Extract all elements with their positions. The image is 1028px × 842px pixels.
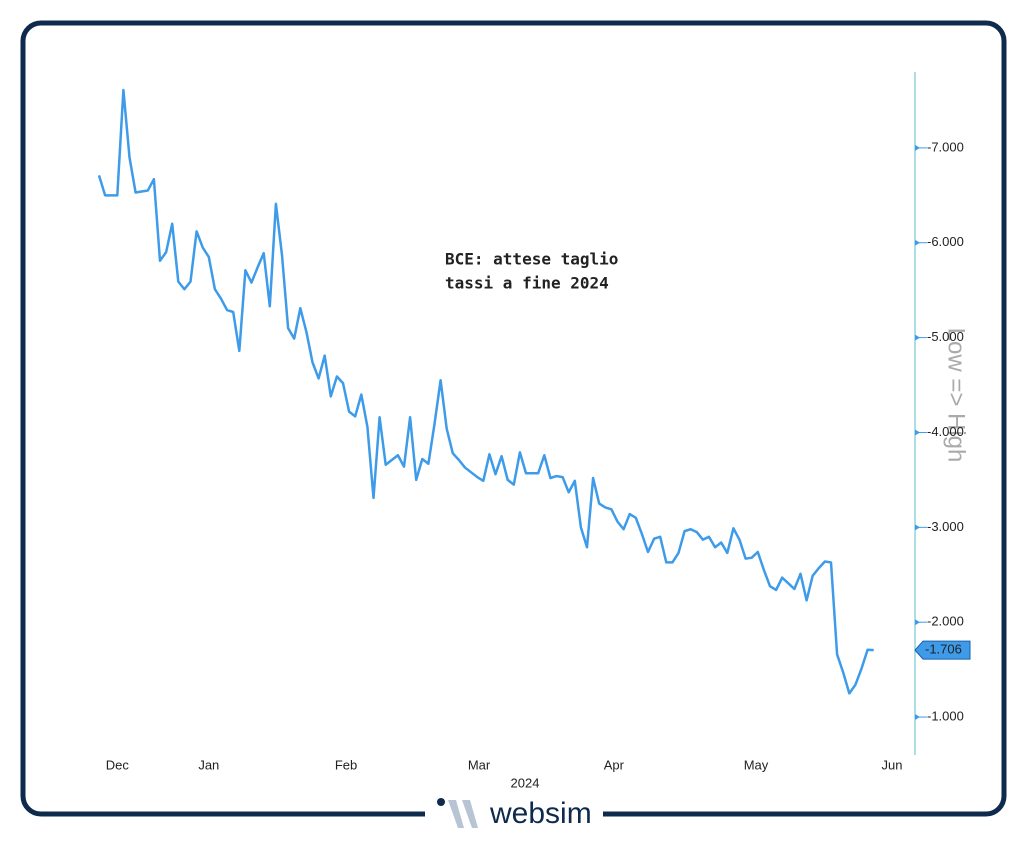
y-tick-label: -1.000 <box>927 708 964 723</box>
x-tick-label: Jan <box>198 757 219 772</box>
last-value-label: -1.706 <box>925 642 962 657</box>
logo-dot <box>437 798 445 806</box>
y-tick-label: -5.000 <box>927 329 964 344</box>
x-axis-label: 2024 <box>511 775 540 790</box>
y-tick <box>915 144 920 151</box>
logo-icon <box>448 800 478 828</box>
y-tick <box>915 619 920 626</box>
y-tick <box>915 429 920 436</box>
y-tick <box>915 239 920 246</box>
y-tick <box>915 714 920 721</box>
x-tick-label: Feb <box>335 757 357 772</box>
y-tick <box>915 334 920 341</box>
x-tick-label: Mar <box>468 757 491 772</box>
x-tick-label: May <box>744 757 769 772</box>
y-tick-label: -3.000 <box>927 519 964 534</box>
annotation: BCE: attese taglio <box>445 250 618 269</box>
x-tick-label: Dec <box>106 757 130 772</box>
last-value-marker <box>914 640 971 660</box>
y-tick-label: -2.000 <box>927 614 964 629</box>
logo-text: websim <box>489 797 592 830</box>
annotation: tassi a fine 2024 <box>445 274 609 293</box>
y-tick-label: -4.000 <box>927 424 964 439</box>
y-tick <box>915 524 920 531</box>
y-axis-label: Low => High <box>943 328 970 463</box>
y-tick-label: -6.000 <box>927 234 964 249</box>
x-tick-label: Jun <box>882 757 903 772</box>
x-tick-label: Apr <box>604 757 625 772</box>
line <box>97 88 874 695</box>
frame <box>20 20 1007 817</box>
y-tick-label: -7.000 <box>927 139 964 154</box>
